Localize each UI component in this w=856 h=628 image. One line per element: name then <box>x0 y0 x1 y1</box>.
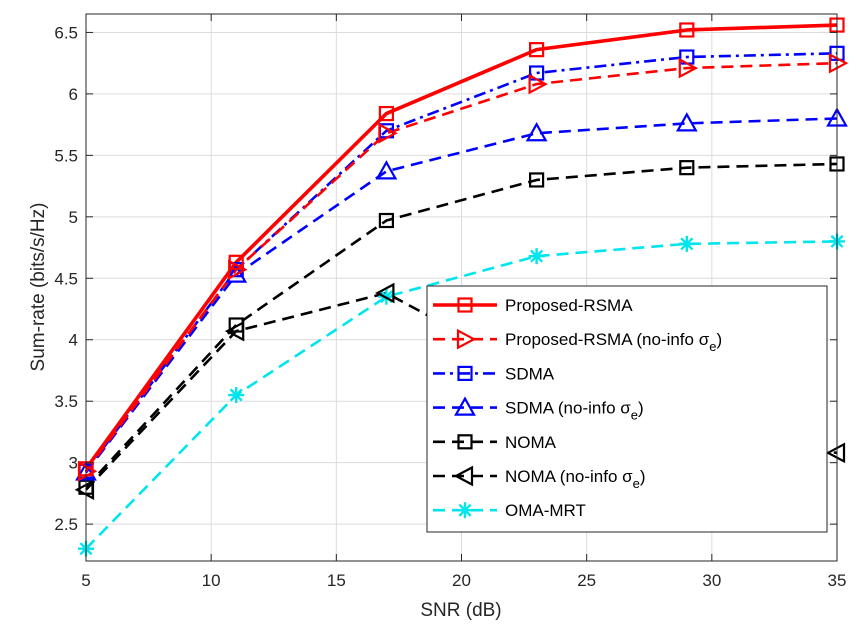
x-tick-label: 5 <box>81 571 90 590</box>
legend: Proposed-RSMA Proposed-RSMA (no-info σe)… <box>426 285 828 533</box>
x-tick-label: 10 <box>202 571 221 590</box>
legend-item-7: OMA-MRT <box>433 501 586 520</box>
y-axis-title: Sum-rate (bits/s/Hz) <box>28 203 49 372</box>
x-tick-label: 30 <box>702 571 721 590</box>
legend-item-6: NOMA (no-info σe) <box>433 465 646 491</box>
y-tick-label: 5 <box>69 208 78 227</box>
legend-swatch-marker <box>457 297 473 313</box>
legend-label: SDMA (no-info σe) <box>505 399 644 423</box>
legend-swatch-marker <box>454 396 476 416</box>
x-axis-ticks: 5 10 15 20 25 30 35 <box>81 14 846 590</box>
y-tick-label: 5.5 <box>54 146 78 165</box>
data-point-s2-5 <box>678 57 699 79</box>
legend-box <box>426 285 828 533</box>
legend-item-1: Proposed-RSMA <box>433 296 633 315</box>
data-point-s5-2 <box>228 317 244 333</box>
series-line-2 <box>84 61 838 473</box>
data-point-s5-5 <box>679 160 695 176</box>
legend-label: Proposed-RSMA (no-info σe) <box>505 330 722 354</box>
legend-item-2: Proposed-RSMA (no-info σe) <box>433 328 722 354</box>
data-point-s7-4 <box>528 248 545 265</box>
x-tick-label: 20 <box>452 571 471 590</box>
data-point-s4-2 <box>225 263 248 283</box>
data-point-s6-6 <box>825 442 846 464</box>
data-point-s5-4 <box>528 172 545 188</box>
legend-swatch-marker <box>457 434 473 450</box>
data-point-s2-6 <box>828 52 849 74</box>
legend-swatch-marker <box>456 328 477 350</box>
x-tick-label: 35 <box>828 571 847 590</box>
data-point-s2-4 <box>528 73 548 95</box>
legend-label: OMA-MRT <box>505 501 586 520</box>
legend-label: NOMA <box>505 433 557 452</box>
y-tick-label: 2.5 <box>54 515 78 534</box>
data-point-s1-3 <box>378 105 394 122</box>
legend-label: SDMA <box>505 364 555 383</box>
series-line-7 <box>85 240 838 550</box>
x-tick-label: 15 <box>327 571 346 590</box>
data-point-s4-4 <box>525 121 548 142</box>
data-point-s6-3 <box>375 282 395 304</box>
data-point-s1-5 <box>679 22 695 38</box>
legend-item-4: SDMA (no-info σe) <box>433 396 644 423</box>
y-tick-label: 3 <box>69 454 78 473</box>
x-tick-label: 25 <box>577 571 596 590</box>
series-line-1 <box>84 23 838 470</box>
y-tick-label: 4 <box>69 331 78 350</box>
data-point-s2-3 <box>378 122 398 144</box>
data-point-s4-5 <box>675 112 698 132</box>
series-line-4 <box>84 117 838 474</box>
data-point-s7-2 <box>228 387 245 404</box>
data-point-s1-2 <box>228 254 244 270</box>
legend-item-5: NOMA <box>433 433 557 452</box>
y-tick-label: 4.5 <box>54 269 78 288</box>
x-axis-title: SNR (dB) <box>420 600 501 621</box>
data-point-s1-4 <box>528 42 545 58</box>
legend-label: NOMA (no-info σe) <box>505 467 646 491</box>
legend-label: Proposed-RSMA <box>505 296 633 315</box>
data-point-s5-3 <box>378 212 394 229</box>
data-point-s7-5 <box>678 235 695 252</box>
legend-swatch-marker <box>457 502 473 519</box>
data-point-s4-3 <box>375 160 398 180</box>
legend-item-3: SDMA <box>433 364 555 383</box>
legend-swatch-marker <box>457 365 473 381</box>
series-line-5 <box>85 162 838 489</box>
y-tick-label: 6.5 <box>54 23 78 42</box>
legend-swatch-marker <box>453 465 474 487</box>
y-tick-label: 6 <box>69 85 78 104</box>
y-tick-label: 3.5 <box>54 392 78 411</box>
y-axis-ticks: 2.5 3 3.5 4 4.5 5 5.5 6 6.5 <box>54 23 837 534</box>
